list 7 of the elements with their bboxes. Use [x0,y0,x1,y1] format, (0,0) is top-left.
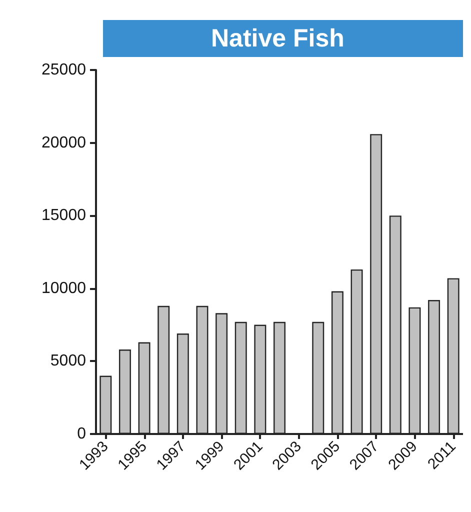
y-tick-label: 20000 [42,134,86,152]
y-tick-label: 5000 [50,352,86,370]
y-tick-label: 15000 [42,207,86,224]
chart-title: Native Fish [211,24,344,52]
y-tick-label: 0 [77,426,86,442]
y-tick-label: 25000 [42,62,86,78]
y-tick-label: 10000 [42,280,86,297]
